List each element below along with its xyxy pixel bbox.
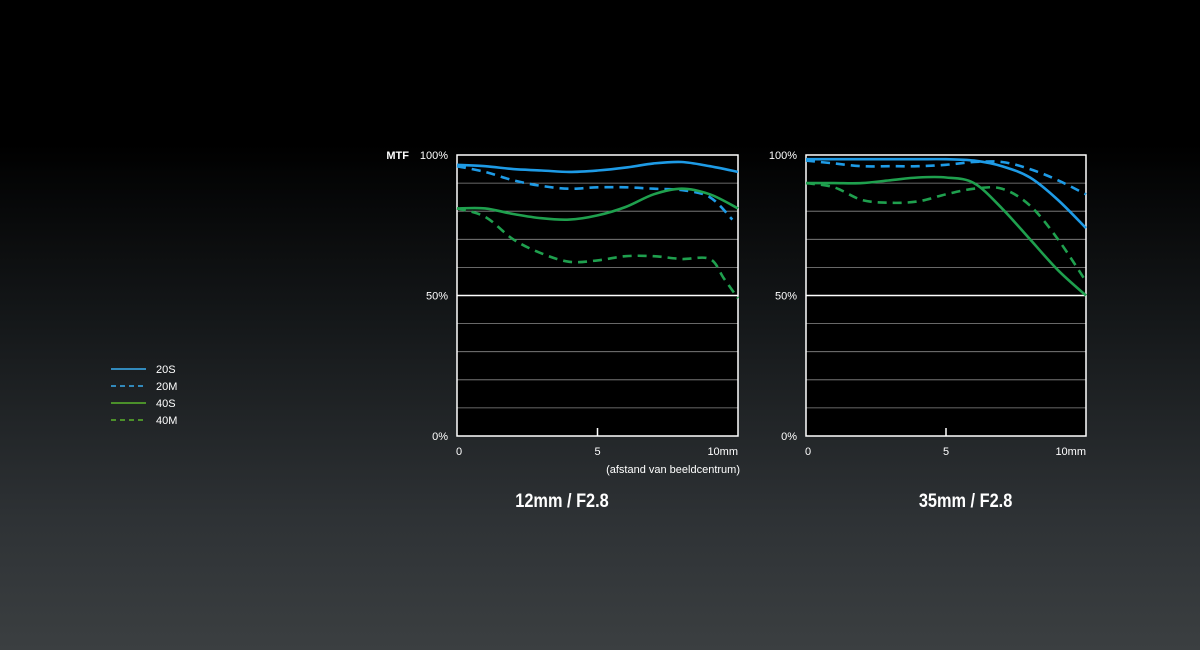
legend-item-40m: 40M <box>111 415 177 427</box>
legend: 20S 20M 40S 40M <box>111 364 177 427</box>
chart-title: 12mm / F2.8 <box>515 490 609 511</box>
y-tick-label: 0% <box>781 431 797 443</box>
chart-title: 35mm / F2.8 <box>919 490 1013 511</box>
x-tick-label: 10mm <box>1055 446 1086 458</box>
series-line-20m <box>456 164 734 221</box>
chart-35mm: 100% 50% 0% 0 5 10mm 35mm / F2.8 <box>769 150 1088 511</box>
series-line-40m <box>456 207 740 300</box>
x-tick-label: 5 <box>594 446 600 458</box>
x-axis-title: (afstand van beeldcentrum) <box>606 464 740 476</box>
y-tick-label: 100% <box>769 150 797 162</box>
chart-12mm: 100% 50% 0% MTF 0 5 10mm (afstand van beeldcent… <box>386 150 740 511</box>
series-line-20s <box>456 160 739 174</box>
series-line-40s <box>456 187 739 222</box>
y-tick-label: 0% <box>432 431 448 443</box>
series-line-20s <box>806 157 1087 230</box>
x-tick-label: 0 <box>805 446 811 458</box>
series-line-40m <box>805 181 1088 283</box>
legend-label: 20S <box>156 364 176 376</box>
legend-label: 40S <box>156 398 176 410</box>
legend-label: 40M <box>156 415 177 427</box>
series-line-20m <box>805 159 1087 196</box>
x-tick-label: 10mm <box>707 446 738 458</box>
legend-label: 20M <box>156 381 177 393</box>
x-tick-label: 5 <box>943 446 949 458</box>
y-tick-label: 50% <box>775 291 797 303</box>
legend-item-20m: 20M <box>111 381 177 393</box>
y-axis-title: MTF <box>386 150 409 162</box>
legend-item-20s: 20S <box>111 364 176 376</box>
y-tick-label: 100% <box>420 150 448 162</box>
legend-item-40s: 40S <box>111 398 176 410</box>
x-tick-label: 0 <box>456 446 462 458</box>
y-tick-label: 50% <box>426 291 448 303</box>
series-line-40s <box>806 175 1087 297</box>
